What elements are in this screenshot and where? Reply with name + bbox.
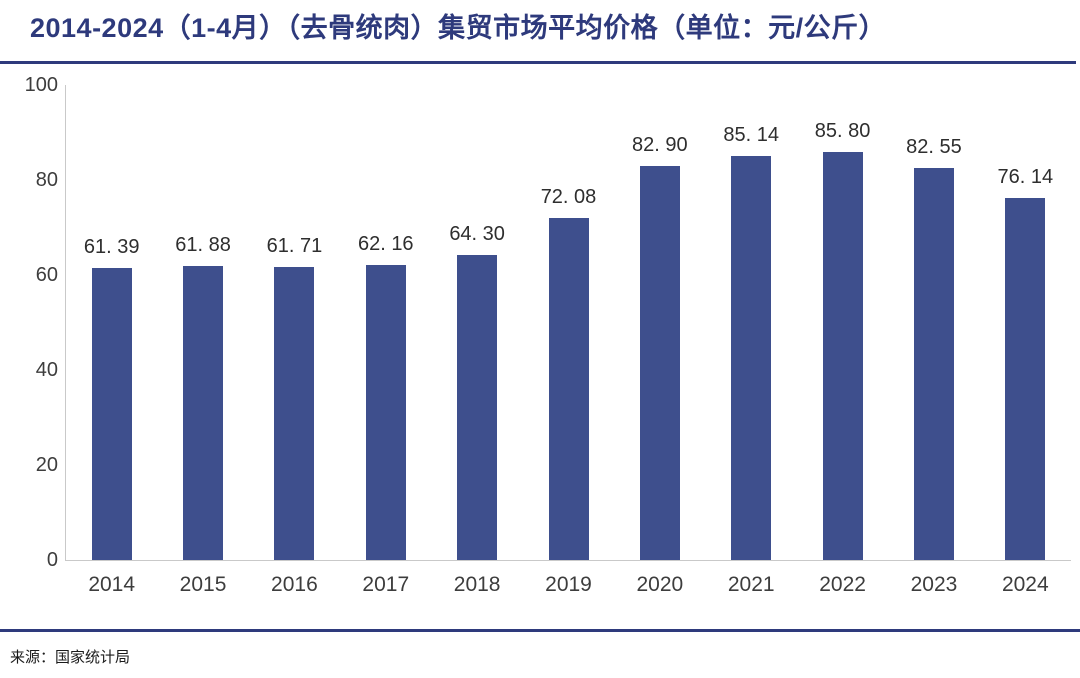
bar xyxy=(731,155,772,560)
bar xyxy=(365,264,406,560)
y-axis-tick-label: 60 xyxy=(35,264,58,286)
title-divider xyxy=(0,61,1076,64)
bar xyxy=(639,166,680,560)
y-axis-tick-label: 0 xyxy=(46,549,58,571)
bar xyxy=(457,254,498,560)
bar-value-label: 64. 30 xyxy=(449,222,505,245)
bar xyxy=(822,152,863,560)
bar xyxy=(183,266,224,560)
x-axis-tick-label: 2015 xyxy=(179,573,227,596)
x-axis-tick-label: 2023 xyxy=(910,573,958,596)
x-axis-tick-label: 2021 xyxy=(727,573,775,596)
bar-value-label: 62. 16 xyxy=(357,232,414,255)
bar-value-label: 61. 39 xyxy=(83,236,140,259)
bar xyxy=(1005,198,1046,560)
bar-value-label: 85. 14 xyxy=(723,123,780,146)
bar xyxy=(91,268,132,560)
bar-value-label: 61. 71 xyxy=(266,234,323,257)
bar-value-label: 72. 08 xyxy=(540,185,597,208)
bar xyxy=(913,167,954,560)
bar-value-label: 85. 80 xyxy=(814,120,871,143)
y-axis-tick-label: 80 xyxy=(35,169,58,191)
x-axis-tick-label: 2014 xyxy=(88,573,136,596)
bar xyxy=(548,217,589,560)
y-axis-tick-label: 100 xyxy=(24,74,58,96)
x-axis-tick-label: 2019 xyxy=(545,573,592,596)
x-axis-tick-label: 2022 xyxy=(819,573,866,596)
chart-plot: 0 20 40 60 80 100 61. 39 2014 61. 88 2015 61. 71 20… xyxy=(25,74,1071,596)
source-note: 来源：国家统计局 xyxy=(10,649,131,666)
y-axis-tick-label: 20 xyxy=(35,454,58,476)
x-axis-tick-label: 2017 xyxy=(362,573,410,596)
bar-value-label: 76. 14 xyxy=(997,166,1054,189)
bar xyxy=(274,266,315,560)
x-axis-tick-label: 2020 xyxy=(636,573,684,596)
x-axis-tick-label: 2016 xyxy=(271,573,318,596)
x-axis-tick-label: 2018 xyxy=(453,573,501,596)
y-axis-tick-label: 40 xyxy=(35,359,58,381)
footer-divider xyxy=(0,629,1080,632)
bar-value-label: 82. 55 xyxy=(906,135,962,158)
x-axis-tick-label: 2024 xyxy=(1001,573,1049,596)
bar-value-label: 82. 90 xyxy=(632,134,688,157)
bar-value-label: 61. 88 xyxy=(175,234,231,257)
chart-title: 2014-2024（1-4月）（去骨统肉）集贸市场平均价格（单位：元/公斤） xyxy=(30,13,887,43)
